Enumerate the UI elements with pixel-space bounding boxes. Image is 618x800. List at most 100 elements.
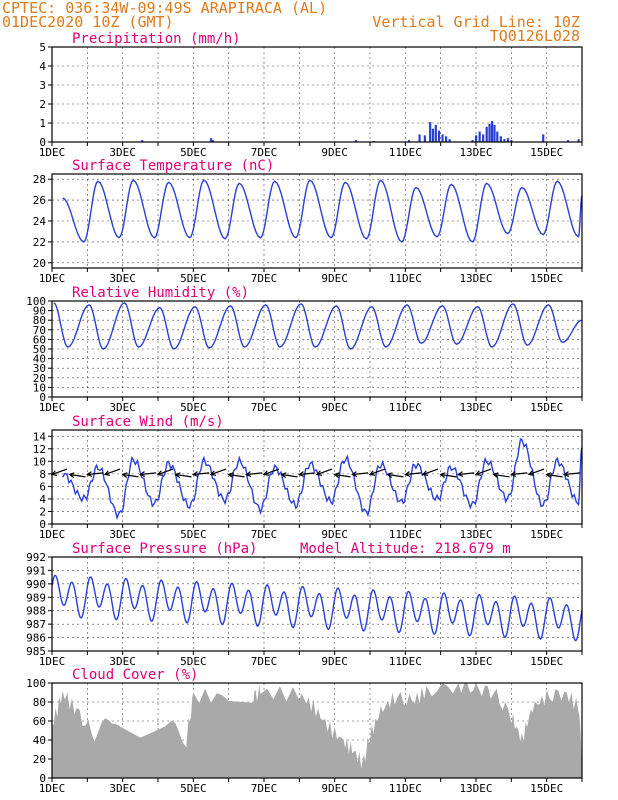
precip-bar (493, 124, 496, 142)
x-tick-label: 1DEC (39, 782, 66, 795)
x-tick-label: 15DEC (530, 782, 563, 795)
y-tick-label: 12 (33, 443, 46, 456)
y-tick-label: 10 (33, 381, 46, 394)
wind-arrow (175, 473, 192, 478)
series-line (62, 179, 583, 243)
y-tick-label: 986 (26, 632, 46, 645)
precip-bar (141, 140, 144, 142)
wind-arrow-head (103, 470, 111, 476)
x-tick-label: 1DEC (39, 146, 66, 159)
y-tick-label: 60 (33, 333, 46, 346)
wind-arrow (352, 472, 369, 476)
y-tick-label: 5 (39, 41, 46, 54)
x-tick-label: 7DEC (251, 782, 278, 795)
model-altitude: Model Altitude: 218.679 m (300, 541, 511, 557)
station-header: CPTEC: 036:34W-09:49S ARAPIRACA (AL) (2, 0, 327, 17)
precip-bar (496, 131, 499, 142)
y-tick-label: 0 (39, 136, 46, 149)
precip-bar (566, 140, 570, 142)
y-tick-label: 990 (26, 578, 46, 591)
panel-2: 20 22 24 26 28 1DEC 3DEC 5DEC 7DEC 9DEC 11DEC 13DEC… (33, 158, 583, 285)
precip-bar (490, 121, 494, 142)
precip-bar (441, 134, 444, 142)
y-tick-label: 2 (39, 505, 46, 518)
wind-arrow-head (280, 472, 287, 478)
x-tick-label: 7DEC (251, 528, 278, 541)
y-tick-label: 4 (39, 60, 46, 73)
x-tick-label: 11DEC (389, 272, 422, 285)
wind-arrow (157, 468, 174, 476)
precip-bar (210, 138, 213, 142)
x-tick-label: 3DEC (109, 782, 136, 795)
y-tick-label: 991 (26, 564, 46, 577)
precip-bar (482, 134, 485, 142)
x-tick-label: 13DEC (459, 401, 492, 414)
x-tick-label: 3DEC (109, 401, 136, 414)
series-line (53, 302, 583, 350)
precip-bar (431, 128, 435, 142)
x-tick-label: 15DEC (530, 401, 563, 414)
wind-arrow-head (262, 470, 270, 476)
wind-arrow (334, 473, 351, 478)
precip-bar (475, 135, 478, 142)
x-tick-label: 5DEC (180, 655, 207, 668)
x-tick-label: 7DEC (251, 401, 278, 414)
y-tick-label: 90 (33, 305, 46, 318)
wind-arrow-head (457, 471, 464, 477)
x-tick-label: 5DEC (180, 272, 207, 285)
wind-arrow (122, 473, 139, 478)
precip-bar (542, 134, 545, 142)
x-tick-label: 13DEC (459, 528, 492, 541)
wind-arrow-head (245, 471, 252, 477)
cloud-cover-area (52, 683, 582, 778)
wind-arrow (475, 468, 492, 476)
wind-arrow-head (510, 471, 517, 477)
wind-arrow (493, 473, 510, 478)
x-tick-label: 11DEC (389, 528, 422, 541)
wind-arrow-head (368, 470, 376, 476)
y-tick-label: 14 (33, 430, 47, 443)
wind-arrow (546, 473, 563, 478)
y-tick-label: 28 (33, 173, 46, 186)
wind-arrow (422, 468, 439, 476)
precip-bar (499, 136, 502, 142)
pressure-line (51, 574, 583, 642)
precip-bar (407, 140, 411, 142)
panel-frame (51, 173, 583, 269)
panel-frame (51, 46, 583, 143)
run-date-header: 01DEC2020 10Z (GMT) (2, 13, 174, 31)
wind-arrow-head (209, 470, 217, 476)
precip-bar (437, 130, 441, 142)
wind-arrow-head (227, 472, 234, 478)
wind-arrow (140, 472, 157, 476)
panel-title: Surface Pressure (hPa) (72, 541, 257, 557)
x-tick-label: 13DEC (459, 655, 492, 668)
x-tick-label: 7DEC (251, 655, 278, 668)
wind-arrow (228, 473, 245, 478)
x-tick-label: 11DEC (389, 655, 422, 668)
wind-arrow (316, 468, 333, 476)
wind-arrow (246, 472, 263, 476)
panel-1: 0 1 2 3 4 5 1DEC 3DEC 5DEC 7DEC 9DEC 11DEC 13DEC 15DE… (39, 31, 583, 159)
wind-arrow (387, 473, 404, 478)
wind-arrow-head (404, 471, 411, 477)
x-tick-label: 9DEC (321, 146, 348, 159)
y-tick-label: 24 (33, 215, 47, 228)
wind-arrow (281, 473, 298, 478)
wind-arrow-head (421, 470, 429, 476)
x-tick-label: 9DEC (321, 528, 348, 541)
wind-arrow-head (174, 472, 181, 478)
panel-title: Relative Humidity (%) (72, 285, 249, 301)
wind-arrow (263, 468, 280, 476)
precip-bar (506, 138, 509, 142)
precip-bar (503, 139, 506, 142)
wind-arrow (458, 472, 475, 476)
precip-bar (577, 139, 580, 142)
panel-title: Surface Temperature (nC) (72, 158, 274, 174)
wind-arrow-head (351, 471, 358, 477)
x-tick-label: 15DEC (530, 528, 563, 541)
y-tick-label: 80 (33, 314, 46, 327)
x-tick-label: 1DEC (39, 528, 66, 541)
